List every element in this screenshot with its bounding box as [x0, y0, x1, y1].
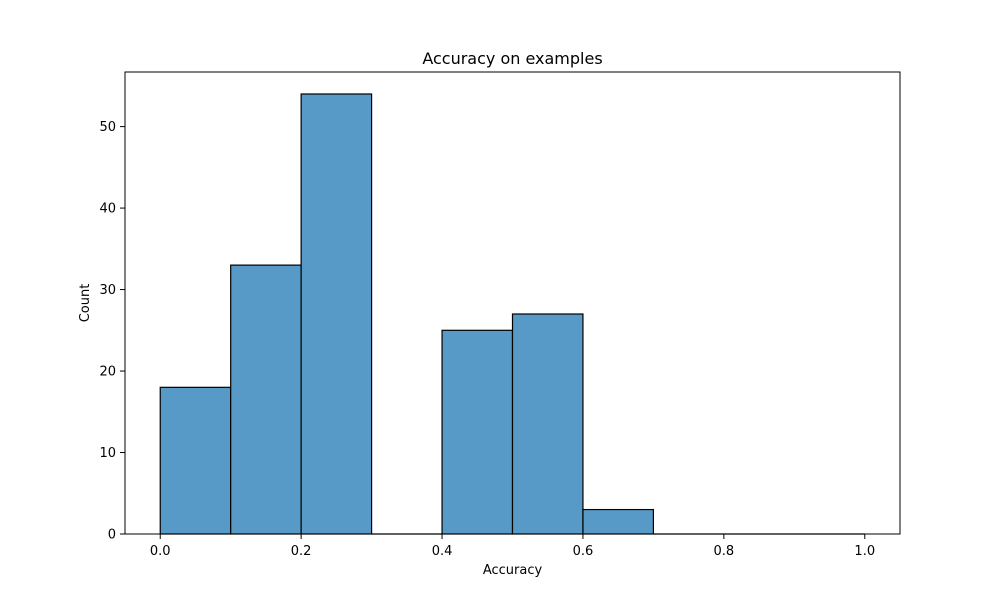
chart-title: Accuracy on examples [422, 49, 602, 68]
plot-frame [124, 71, 901, 535]
y-axis-label: Count [78, 284, 93, 323]
x-tick-label: 0.2 [291, 544, 312, 559]
y-tick-label: 50 [99, 120, 116, 135]
y-tick-label: 0 [108, 528, 116, 543]
histogram-bar [441, 329, 514, 535]
y-tick-label: 30 [99, 283, 116, 298]
y-tick-label: 10 [99, 446, 116, 461]
bars-layer [159, 93, 865, 535]
histogram-bar [159, 386, 232, 535]
y-axis: 0 10 20 30 40 50 [99, 120, 125, 543]
y-tick-label: 40 [99, 202, 116, 217]
x-axis-label: Accuracy [483, 563, 543, 578]
histogram-bar [300, 93, 373, 535]
histogram-bar [511, 313, 584, 535]
histogram-bar [582, 508, 655, 535]
histogram-bar [230, 264, 302, 535]
x-tick-label: 0.6 [573, 544, 594, 559]
x-axis: 0.0 0.2 0.4 0.6 0.8 1.0 [150, 534, 875, 559]
x-tick-label: 0.4 [432, 544, 453, 559]
x-tick-label: 0.8 [714, 544, 735, 559]
x-tick-label: 0.0 [150, 544, 171, 559]
x-tick-label: 1.0 [854, 544, 875, 559]
y-tick-label: 20 [99, 365, 116, 380]
